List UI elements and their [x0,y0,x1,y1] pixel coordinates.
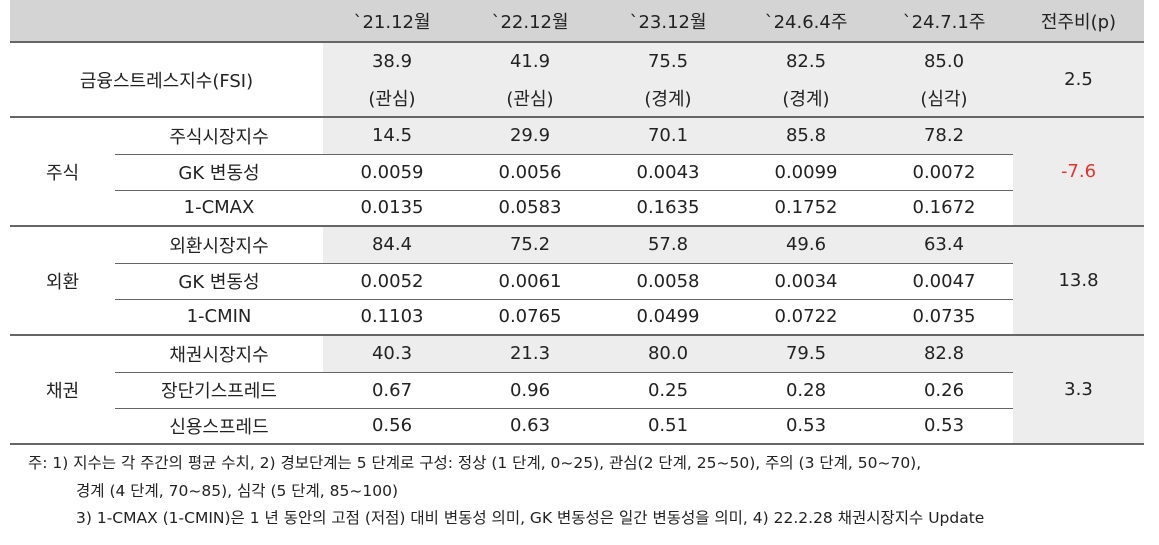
header-row: `21.12월 `22.12월 `23.12월 `24.6.4주 `24.7.1… [10,0,1144,43]
cell-value: 79.5 [737,335,875,373]
cell-value: 0.63 [461,408,599,445]
fsi-value: 38.9 [323,42,461,80]
cell-value: 0.0499 [599,299,737,336]
cell-value: 0.0059 [323,154,461,191]
cell-value: 0.0047 [875,263,1013,300]
footnote-line: 주: 1) 지수는 각 주간의 평균 수치, 2) 경보단계는 5 단계로 구성… [28,454,922,472]
cell-value: 0.0043 [599,154,737,191]
cell-value: 85.8 [737,117,875,155]
group-change: -7.6 [1013,117,1144,227]
cell-value: 80.0 [599,335,737,373]
row-label: 채권시장지수 [115,335,323,373]
row-label: 신용스프레드 [115,408,323,445]
row-label: 1-CMAX [115,190,323,227]
header-col: `23.12월 [599,0,737,43]
cell-value: 0.0052 [323,263,461,300]
fsi-level: (관심) [323,80,461,118]
header-col: `21.12월 [323,0,461,43]
fsi-change: 2.5 [1013,42,1144,118]
cell-value: 0.53 [737,408,875,445]
cell-value: 63.4 [875,226,1013,264]
cell-value: 0.0735 [875,299,1013,336]
cell-value: 82.8 [875,335,1013,373]
cell-value: 0.25 [599,372,737,409]
fsi-label: 금융스트레스지수(FSI) [10,42,323,118]
table-row: 1-CMIN 0.1103 0.0765 0.0499 0.0722 0.073… [10,299,1144,336]
fsi-level: (심각) [875,80,1013,118]
fsi-level: (경계) [737,80,875,118]
cell-value: 21.3 [461,335,599,373]
cell-value: 49.6 [737,226,875,264]
row-label: GK 변동성 [115,263,323,300]
footnote-line: 3) 1-CMAX (1-CMIN)은 1 년 동안의 고점 (저점) 대비 변… [76,509,985,527]
cell-value: 0.0034 [737,263,875,300]
cell-value: 0.56 [323,408,461,445]
cell-value: 0.0722 [737,299,875,336]
fsi-value: 85.0 [875,42,1013,80]
cell-value: 40.3 [323,335,461,373]
footnote-line: 경계 (4 단계, 70~85), 심각 (5 단계, 85~100) [76,481,398,500]
group-label-fx: 외환 [10,226,115,336]
cell-value: 0.1672 [875,190,1013,227]
cell-value: 0.0056 [461,154,599,191]
row-label: 1-CMIN [115,299,323,336]
fsi-values-row: 금융스트레스지수(FSI) 38.9 41.9 75.5 82.5 85.0 2… [10,42,1144,118]
cell-value: 14.5 [323,117,461,155]
fsi-levels-row: (관심) (관심) (경계) (경계) (심각) [10,80,1144,118]
cell-value: 0.0099 [737,154,875,191]
header-col: `24.6.4주 [737,0,875,43]
cell-value: 0.26 [875,372,1013,409]
fsi-value: 75.5 [599,42,737,80]
header-col: `22.12월 [461,0,599,43]
fsi-table: `21.12월 `22.12월 `23.12월 `24.6.4주 `24.7.1… [10,0,1144,445]
cell-value: 0.0058 [599,263,737,300]
group-change: 3.3 [1013,335,1144,445]
cell-value: 0.53 [875,408,1013,445]
header-col: 전주비(p) [1013,0,1144,43]
table-row: 채권 채권시장지수 40.3 21.3 80.0 79.5 82.8 3.3 [10,335,1144,445]
fsi-value: 82.5 [737,42,875,80]
cell-value: 29.9 [461,117,599,155]
cell-value: 0.1635 [599,190,737,227]
header-corner [10,0,323,43]
table-row: 주식 주식시장지수 14.5 29.9 70.1 85.8 78.2 -7.6 [10,117,1144,227]
fsi-value: 41.9 [461,42,599,80]
row-label: 장단기스프레드 [115,372,323,409]
cell-value: 75.2 [461,226,599,264]
cell-value: 78.2 [875,117,1013,155]
cell-value: 0.51 [599,408,737,445]
table-row: 외환 외환시장지수 84.4 75.2 57.8 49.6 63.4 13.8 [10,226,1144,336]
group-change: 13.8 [1013,226,1144,336]
cell-value: 0.0072 [875,154,1013,191]
cell-value: 0.1103 [323,299,461,336]
cell-value: 0.67 [323,372,461,409]
table-row: 신용스프레드 0.56 0.63 0.51 0.53 0.53 [10,408,1144,445]
row-label: GK 변동성 [115,154,323,191]
cell-value: 0.1752 [737,190,875,227]
table-row: GK 변동성 0.0059 0.0056 0.0043 0.0099 0.007… [10,154,1144,191]
cell-value: 57.8 [599,226,737,264]
row-label: 외환시장지수 [115,226,323,264]
header-col: `24.7.1주 [875,0,1013,43]
cell-value: 0.0061 [461,263,599,300]
cell-value: 0.28 [737,372,875,409]
group-label-bond: 채권 [10,335,115,445]
fsi-level: (관심) [461,80,599,118]
footnotes: 주: 1) 지수는 각 주간의 평균 수치, 2) 경보단계는 5 단계로 구성… [28,450,985,533]
cell-value: 84.4 [323,226,461,264]
cell-value: 0.96 [461,372,599,409]
table-row: 장단기스프레드 0.67 0.96 0.25 0.28 0.26 [10,372,1144,409]
fsi-level: (경계) [599,80,737,118]
table-row: 1-CMAX 0.0135 0.0583 0.1635 0.1752 0.167… [10,190,1144,227]
cell-value: 0.0583 [461,190,599,227]
row-label: 주식시장지수 [115,117,323,155]
group-label-stock: 주식 [10,117,115,227]
cell-value: 0.0765 [461,299,599,336]
cell-value: 70.1 [599,117,737,155]
table-row: GK 변동성 0.0052 0.0061 0.0058 0.0034 0.004… [10,263,1144,300]
cell-value: 0.0135 [323,190,461,227]
